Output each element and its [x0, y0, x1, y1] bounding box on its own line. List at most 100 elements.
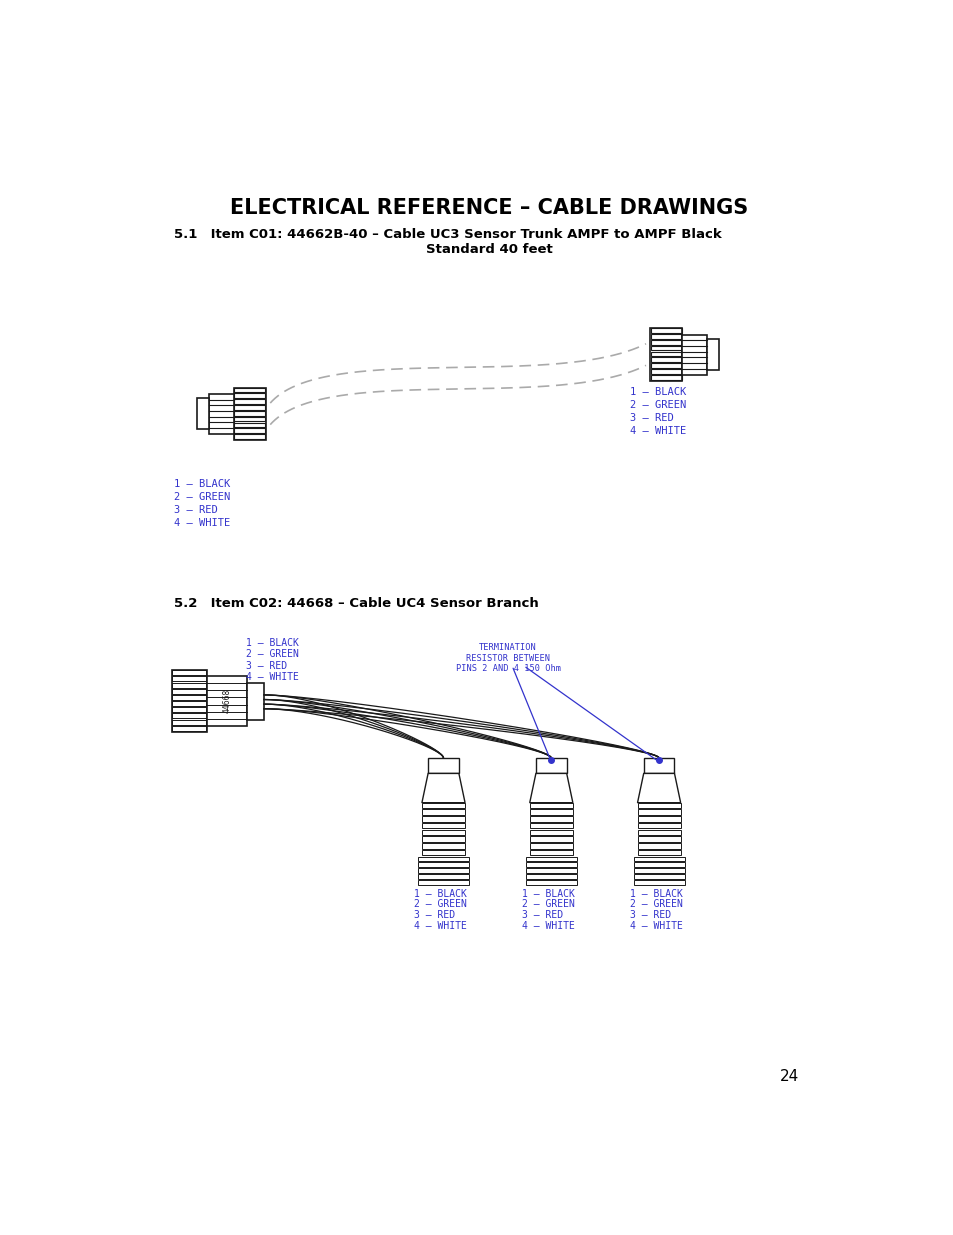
- Text: 4 – WHITE: 4 – WHITE: [521, 921, 575, 931]
- Text: 4 – WHITE: 4 – WHITE: [629, 426, 685, 436]
- Bar: [525, 868, 577, 873]
- Text: 3 – RED: 3 – RED: [521, 910, 562, 920]
- Bar: [233, 416, 265, 421]
- Text: 24: 24: [780, 1068, 799, 1083]
- Bar: [651, 375, 681, 379]
- Bar: [207, 676, 247, 726]
- Bar: [421, 816, 464, 821]
- Bar: [233, 411, 265, 416]
- Bar: [525, 881, 577, 884]
- Text: 2 – GREEN: 2 – GREEN: [173, 492, 230, 501]
- Bar: [706, 340, 719, 370]
- Bar: [529, 850, 572, 856]
- Bar: [421, 823, 464, 829]
- Text: 4 – WHITE: 4 – WHITE: [629, 921, 682, 931]
- Text: 1 – BLACK: 1 – BLACK: [629, 387, 685, 396]
- Text: 3 – RED: 3 – RED: [629, 910, 670, 920]
- Bar: [637, 836, 679, 842]
- Bar: [651, 363, 681, 368]
- Text: 1 – BLACK: 1 – BLACK: [246, 637, 299, 647]
- Bar: [417, 868, 469, 873]
- Text: Standard 40 feet: Standard 40 feet: [425, 243, 552, 257]
- Bar: [233, 422, 265, 427]
- Bar: [172, 708, 205, 713]
- Text: 2 – GREEN: 2 – GREEN: [414, 899, 467, 909]
- Bar: [643, 758, 674, 773]
- Bar: [637, 844, 679, 848]
- Bar: [421, 836, 464, 842]
- Bar: [536, 758, 566, 773]
- Bar: [651, 369, 681, 374]
- Bar: [417, 881, 469, 884]
- Bar: [633, 857, 684, 861]
- Text: 5.1 Item C01: 44662B-40 – Cable UC3 Sensor Trunk AMPF to AMPF Black: 5.1 Item C01: 44662B-40 – Cable UC3 Sens…: [173, 228, 721, 241]
- Bar: [172, 671, 207, 732]
- Text: 4 – WHITE: 4 – WHITE: [414, 921, 467, 931]
- Bar: [417, 862, 469, 867]
- Bar: [233, 399, 265, 404]
- Bar: [210, 394, 233, 433]
- Bar: [172, 695, 205, 700]
- Text: TERMINATION
RESISTOR BETWEEN
PINS 2 AND 4 150 Ohm: TERMINATION RESISTOR BETWEEN PINS 2 AND …: [456, 643, 560, 673]
- Bar: [233, 435, 265, 438]
- Bar: [233, 388, 266, 440]
- Bar: [649, 329, 681, 380]
- Bar: [651, 335, 681, 338]
- Bar: [233, 429, 265, 433]
- Polygon shape: [529, 773, 572, 803]
- Bar: [172, 701, 205, 706]
- Text: 44668: 44668: [222, 689, 232, 713]
- Bar: [525, 857, 577, 861]
- Bar: [651, 340, 681, 345]
- Text: 2 – GREEN: 2 – GREEN: [629, 400, 685, 410]
- Text: 2 – GREEN: 2 – GREEN: [246, 650, 299, 659]
- Bar: [681, 335, 706, 374]
- Text: 3 – RED: 3 – RED: [173, 505, 217, 515]
- Bar: [637, 823, 679, 829]
- Bar: [529, 844, 572, 848]
- Text: 3 – RED: 3 – RED: [246, 661, 287, 671]
- Bar: [529, 830, 572, 835]
- Bar: [421, 803, 464, 808]
- Bar: [421, 850, 464, 856]
- Bar: [172, 677, 205, 682]
- Bar: [637, 850, 679, 856]
- Bar: [529, 816, 572, 821]
- Bar: [529, 803, 572, 808]
- Text: 1 – BLACK: 1 – BLACK: [173, 479, 230, 489]
- Bar: [233, 388, 265, 393]
- Bar: [637, 816, 679, 821]
- Text: ELECTRICAL REFERENCE – CABLE DRAWINGS: ELECTRICAL REFERENCE – CABLE DRAWINGS: [230, 199, 747, 219]
- Text: 5.2 Item C02: 44668 – Cable UC4 Sensor Branch: 5.2 Item C02: 44668 – Cable UC4 Sensor B…: [173, 597, 538, 610]
- Bar: [172, 726, 205, 731]
- Bar: [633, 862, 684, 867]
- Bar: [172, 720, 205, 725]
- Bar: [637, 803, 679, 808]
- Bar: [529, 836, 572, 842]
- Bar: [172, 689, 205, 694]
- Polygon shape: [421, 773, 464, 803]
- Bar: [633, 874, 684, 879]
- Text: 2 – GREEN: 2 – GREEN: [629, 899, 682, 909]
- Text: 4 – WHITE: 4 – WHITE: [173, 519, 230, 529]
- Bar: [421, 844, 464, 848]
- Text: 3 – RED: 3 – RED: [629, 412, 673, 422]
- Bar: [525, 874, 577, 879]
- Bar: [247, 683, 264, 720]
- Bar: [421, 809, 464, 815]
- Bar: [529, 809, 572, 815]
- Bar: [417, 857, 469, 861]
- Bar: [525, 862, 577, 867]
- Bar: [651, 352, 681, 357]
- Text: 3 – RED: 3 – RED: [414, 910, 455, 920]
- Bar: [651, 357, 681, 362]
- Bar: [417, 874, 469, 879]
- Text: 1 – BLACK: 1 – BLACK: [414, 888, 467, 899]
- Bar: [529, 823, 572, 829]
- Bar: [637, 830, 679, 835]
- Text: 4 – WHITE: 4 – WHITE: [246, 672, 299, 682]
- Bar: [172, 714, 205, 719]
- Bar: [428, 758, 458, 773]
- Bar: [651, 346, 681, 351]
- Text: 1 – BLACK: 1 – BLACK: [521, 888, 575, 899]
